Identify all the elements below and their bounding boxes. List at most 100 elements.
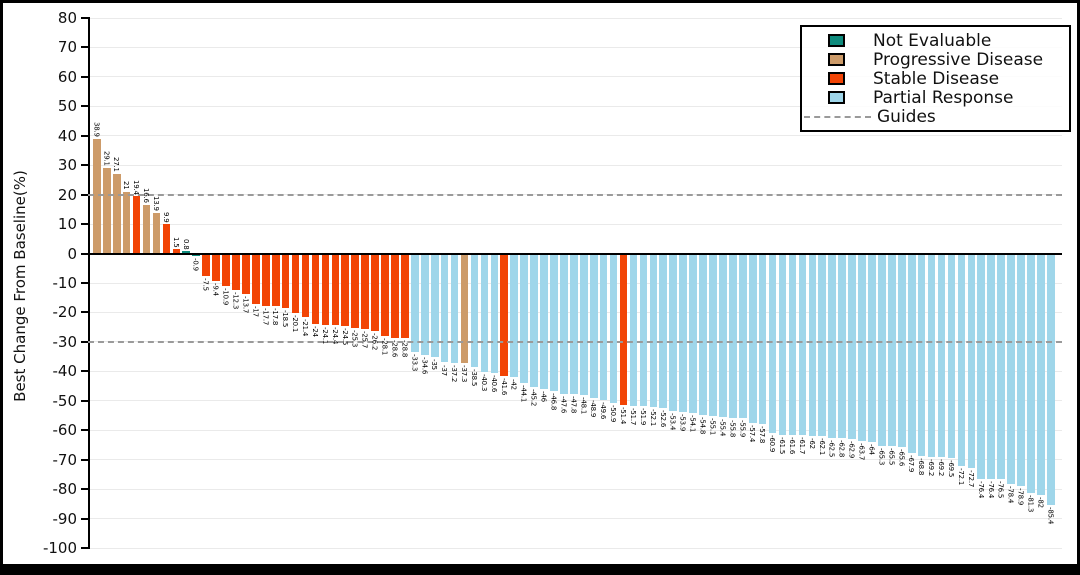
y-tick-label: -10 xyxy=(52,274,78,292)
bar-value-label: -57.8 xyxy=(758,425,767,443)
bar-value-label: -76.5 xyxy=(996,480,1005,498)
bar-value-label: 13.9 xyxy=(151,195,160,211)
bar-value-label: -40.3 xyxy=(479,374,488,392)
bar xyxy=(560,253,568,394)
bar xyxy=(192,253,200,257)
bar xyxy=(93,139,101,254)
bar-value-label: -13.7 xyxy=(241,295,250,314)
y-tick xyxy=(81,105,88,108)
bar-value-label: -53.4 xyxy=(668,412,677,430)
bar xyxy=(1027,253,1035,493)
bar-value-label: -64 xyxy=(867,444,876,455)
bar-value-label: -52.6 xyxy=(658,410,667,428)
bar xyxy=(252,253,260,304)
bar xyxy=(510,253,519,378)
gridline xyxy=(88,429,1062,431)
bar xyxy=(788,253,797,435)
bar-value-label: -18.5 xyxy=(281,310,290,328)
bar xyxy=(271,253,280,306)
legend-label: Not Evaluable xyxy=(873,30,992,51)
bar-value-label: -60.9 xyxy=(768,434,777,452)
bar-value-label: -69.2 xyxy=(937,459,946,477)
gridline xyxy=(88,164,1062,166)
bar-value-label: -51.9 xyxy=(638,408,647,426)
legend-label: Partial Response xyxy=(873,87,1014,108)
y-tick-label: -40 xyxy=(52,362,78,381)
bar xyxy=(629,253,638,406)
gridline xyxy=(88,46,1062,48)
bar-value-label: -51.4 xyxy=(619,406,628,425)
bar-value-label: -42 xyxy=(509,379,518,391)
bar-value-label: -78.4 xyxy=(1006,486,1015,504)
legend-color-swatch-icon xyxy=(828,91,845,104)
bar-value-label: 16.6 xyxy=(142,187,150,203)
bar-value-label: -65.6 xyxy=(897,448,906,466)
y-tick xyxy=(81,223,88,226)
bar xyxy=(679,253,687,413)
bar-value-label: -65.3 xyxy=(877,447,886,465)
bar xyxy=(917,253,926,457)
gridline xyxy=(88,76,1062,78)
bar xyxy=(738,253,747,419)
bar xyxy=(152,212,161,254)
legend-item: Stable Disease xyxy=(802,68,1065,89)
bar xyxy=(828,253,837,438)
bar xyxy=(232,253,240,290)
bar xyxy=(748,253,757,423)
bar xyxy=(689,253,697,413)
bar-value-label: -52.1 xyxy=(648,408,657,427)
y-tick-label: 30 xyxy=(57,156,77,175)
bar-value-label: -69.5 xyxy=(946,460,955,478)
bar-value-label: -33.3 xyxy=(410,353,419,371)
bar xyxy=(450,253,459,364)
bar xyxy=(381,253,389,337)
bar xyxy=(1017,253,1025,486)
bar xyxy=(500,253,509,377)
bar xyxy=(361,253,369,330)
bar-value-label: -48.1 xyxy=(579,397,588,415)
bar xyxy=(888,253,896,447)
bar-value-label: -62 xyxy=(807,438,816,449)
legend-label: Stable Disease xyxy=(873,68,1000,89)
bar-value-label: -85.4 xyxy=(1046,507,1055,525)
bar-value-label: -12.3 xyxy=(231,291,240,309)
bar xyxy=(659,253,668,409)
bar xyxy=(1047,253,1055,505)
bar xyxy=(202,253,210,276)
bar-value-label: -26.2 xyxy=(370,332,379,350)
bar-value-label: -72.1 xyxy=(956,467,965,485)
bar-value-label: -17.7 xyxy=(261,307,270,325)
bar-value-label: -81.3 xyxy=(1026,494,1035,513)
bar-value-label: -28.6 xyxy=(390,339,399,357)
bar xyxy=(222,253,230,286)
bar-value-label: -55.1 xyxy=(708,417,717,435)
gridline xyxy=(88,400,1062,402)
bar xyxy=(818,253,827,437)
bar-value-label: -72.7 xyxy=(966,469,975,487)
bar-value-label: -37 xyxy=(440,364,449,376)
bar-value-label: -24 xyxy=(310,326,319,338)
gridline xyxy=(88,518,1062,520)
bar-value-label: -25.7 xyxy=(360,331,369,349)
y-tick-label: 10 xyxy=(57,215,77,234)
bar-value-label: -24.5 xyxy=(340,327,349,345)
bar-value-label: -62.1 xyxy=(817,438,826,456)
y-tick-label: -90 xyxy=(52,509,78,528)
y-tick-label: -80 xyxy=(52,480,78,499)
bar xyxy=(122,191,131,254)
y-tick-label: 40 xyxy=(57,126,77,145)
bar-value-label: -62.5 xyxy=(827,439,836,457)
bar-value-label: 21 xyxy=(122,181,131,190)
bar-value-label: -47.6 xyxy=(559,395,568,413)
bar xyxy=(520,253,528,384)
y-tick xyxy=(81,164,88,167)
zero-baseline xyxy=(88,252,1062,255)
bar xyxy=(758,253,767,424)
bar xyxy=(242,253,250,294)
y-tick-label: 0 xyxy=(67,244,77,263)
bar xyxy=(142,204,151,254)
bar xyxy=(460,253,469,364)
bar xyxy=(639,253,648,407)
bar xyxy=(579,253,588,396)
